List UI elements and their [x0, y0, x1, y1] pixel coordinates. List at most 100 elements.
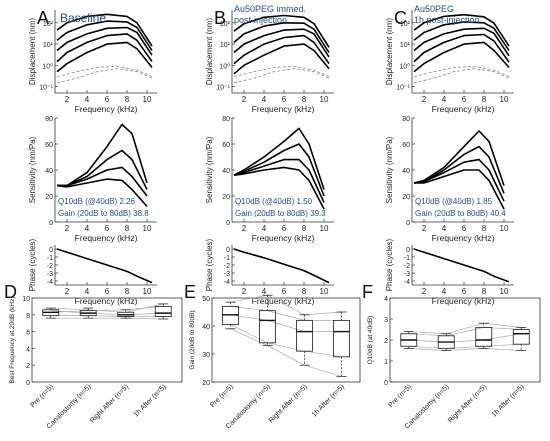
y-tick-label: -4: [47, 279, 53, 286]
x-tick-label: 6: [105, 287, 110, 296]
axes-frame: [31, 297, 183, 383]
series-line: [233, 14, 330, 48]
x-tick-label: 2: [422, 95, 427, 104]
series-line: [233, 28, 330, 58]
x-tick-label: Right After (n=5): [268, 383, 309, 424]
x-axis-label: Frequency (kHz): [75, 104, 138, 114]
gain-annotation: Gain (20dB to 80dB) 38.8: [58, 209, 149, 218]
box-1: [259, 294, 276, 347]
x-axis-label: Frequency (kHz): [252, 104, 315, 114]
x-tick-label: 6: [282, 287, 287, 296]
y-axis-label: Displacement (nm): [385, 18, 394, 85]
y-tick-label: 40: [222, 168, 230, 175]
x-tick-label: 4: [442, 224, 447, 233]
x-tick-label: 2: [65, 287, 70, 296]
y-tick-label: 0: [226, 247, 230, 254]
box-iqr: [475, 326, 493, 347]
series-line: [413, 145, 505, 194]
box-0: [400, 331, 418, 349]
series-line: [233, 34, 330, 65]
y-tick-label: 80: [402, 116, 410, 123]
series-line: [413, 13, 510, 47]
x-tick-label: 6: [462, 95, 467, 104]
series-line: [233, 21, 330, 53]
axes-phase: 0-1-2-3-4 2 4 6 8 10 Frequency (kHz) Phase (cyc…: [385, 238, 514, 306]
x-tick-label: 2: [242, 287, 247, 296]
y-tick-label: 2: [26, 363, 30, 370]
box-iqr: [259, 310, 276, 344]
axes-sensitivity: 80 60 40 20 0 2 4 6 8 10 Frequency (kHz) Sensitivit…: [385, 116, 514, 243]
box-2: [117, 309, 135, 319]
series-line: [413, 130, 505, 186]
panel-title: Baseline: [60, 11, 106, 25]
y-tick-label: 1: [384, 359, 388, 366]
y-axis-label: Gain (20dB to 80dB): [189, 310, 196, 369]
y-tick-label: 8: [26, 313, 30, 320]
gain-annotation: Gain (20dB to 80dB) 39.3: [235, 209, 326, 218]
subject-line: [408, 333, 522, 343]
x-tick-label: Right After (n=5): [447, 383, 488, 424]
x-tick-label: 10: [500, 95, 509, 104]
subject-line: [50, 306, 164, 313]
x-tick-label: 4: [85, 95, 90, 104]
y-tick-label: 0: [26, 380, 30, 387]
y-tick-label: -1: [224, 255, 230, 262]
x-tick-label: 10: [143, 95, 152, 104]
box-0: [42, 307, 60, 319]
y-tick-label: 0: [49, 247, 53, 254]
series-line: [413, 248, 510, 283]
panel-letter: B: [214, 8, 226, 28]
x-tick-label: 2: [242, 224, 247, 233]
noise-floor-line: [413, 68, 510, 84]
y-tick-label: 30: [202, 352, 210, 359]
box-3: [154, 303, 172, 320]
box-iqr: [154, 305, 172, 317]
y-tick-label: 80: [222, 116, 230, 123]
y-tick-label: 10¹: [43, 42, 54, 49]
q10-annotation: Q10dB (@40dB) 1.50: [235, 197, 313, 206]
axes-displacement: 10² 10¹ 10⁰ 10⁻¹ 2 4 6 8 10 Frequency (kHz) Displa…: [28, 10, 157, 114]
x-tick-label: 6: [462, 224, 467, 233]
x-tick-label: 10: [320, 95, 329, 104]
x-tick-label: 4: [442, 287, 447, 296]
x-tick-label: 6: [105, 95, 110, 104]
noise-floor-line: [56, 68, 153, 84]
y-tick-label: -3: [47, 271, 53, 278]
axes-phase: 0-1-2-3-4 2 4 6 8 10 Frequency (kHz) Phase (cyc…: [205, 238, 334, 306]
series-line: [233, 248, 330, 284]
y-tick-label: -4: [224, 279, 230, 286]
box-2: [475, 322, 493, 349]
y-axis-label: Sensitivity (nm/Pa): [205, 136, 214, 203]
y-tick-label: 10⁻¹: [396, 85, 410, 92]
y-axis-label: Displacement (nm): [28, 18, 37, 85]
y-tick-label: 20: [45, 194, 53, 201]
series-line: [413, 21, 510, 51]
y-tick-label: 20: [222, 194, 230, 201]
series-line: [56, 20, 153, 51]
y-tick-label: 20: [202, 380, 210, 387]
series-line: [233, 158, 325, 203]
subject-line: [230, 324, 342, 358]
y-axis-label: Displacement (nm): [205, 18, 214, 85]
x-tick-label: 2: [242, 95, 247, 104]
x-tick-label: 10: [143, 287, 152, 296]
y-tick-label: 0: [406, 220, 410, 227]
q10-annotation: Q10dB (@40dB) 2.26: [58, 197, 136, 206]
y-tick-label: 10¹: [400, 42, 411, 49]
x-tick-label: 8: [125, 224, 130, 233]
y-tick-label: 0: [226, 220, 230, 227]
axes-displacement: 10² 10¹ 10⁰ 10⁻¹ 2 4 6 8 10 Frequency (kHz) Displa…: [205, 10, 334, 114]
series-line: [56, 26, 153, 56]
box-1: [437, 333, 455, 351]
x-tick-label: 10: [500, 224, 509, 233]
y-tick-label: 60: [45, 142, 53, 149]
y-tick-label: -2: [404, 263, 410, 270]
x-tick-label: 10: [320, 287, 329, 296]
axes-sensitivity: 80 60 40 20 0 2 4 6 8 10 Frequency (kHz) Sensitivit…: [28, 116, 157, 243]
panel-title: 1h post-injection: [414, 15, 480, 25]
y-axis-label: Phase (cycles): [205, 238, 214, 291]
x-tick-label: 4: [262, 95, 267, 104]
y-tick-label: 3: [384, 317, 388, 324]
series-line: [413, 41, 510, 73]
